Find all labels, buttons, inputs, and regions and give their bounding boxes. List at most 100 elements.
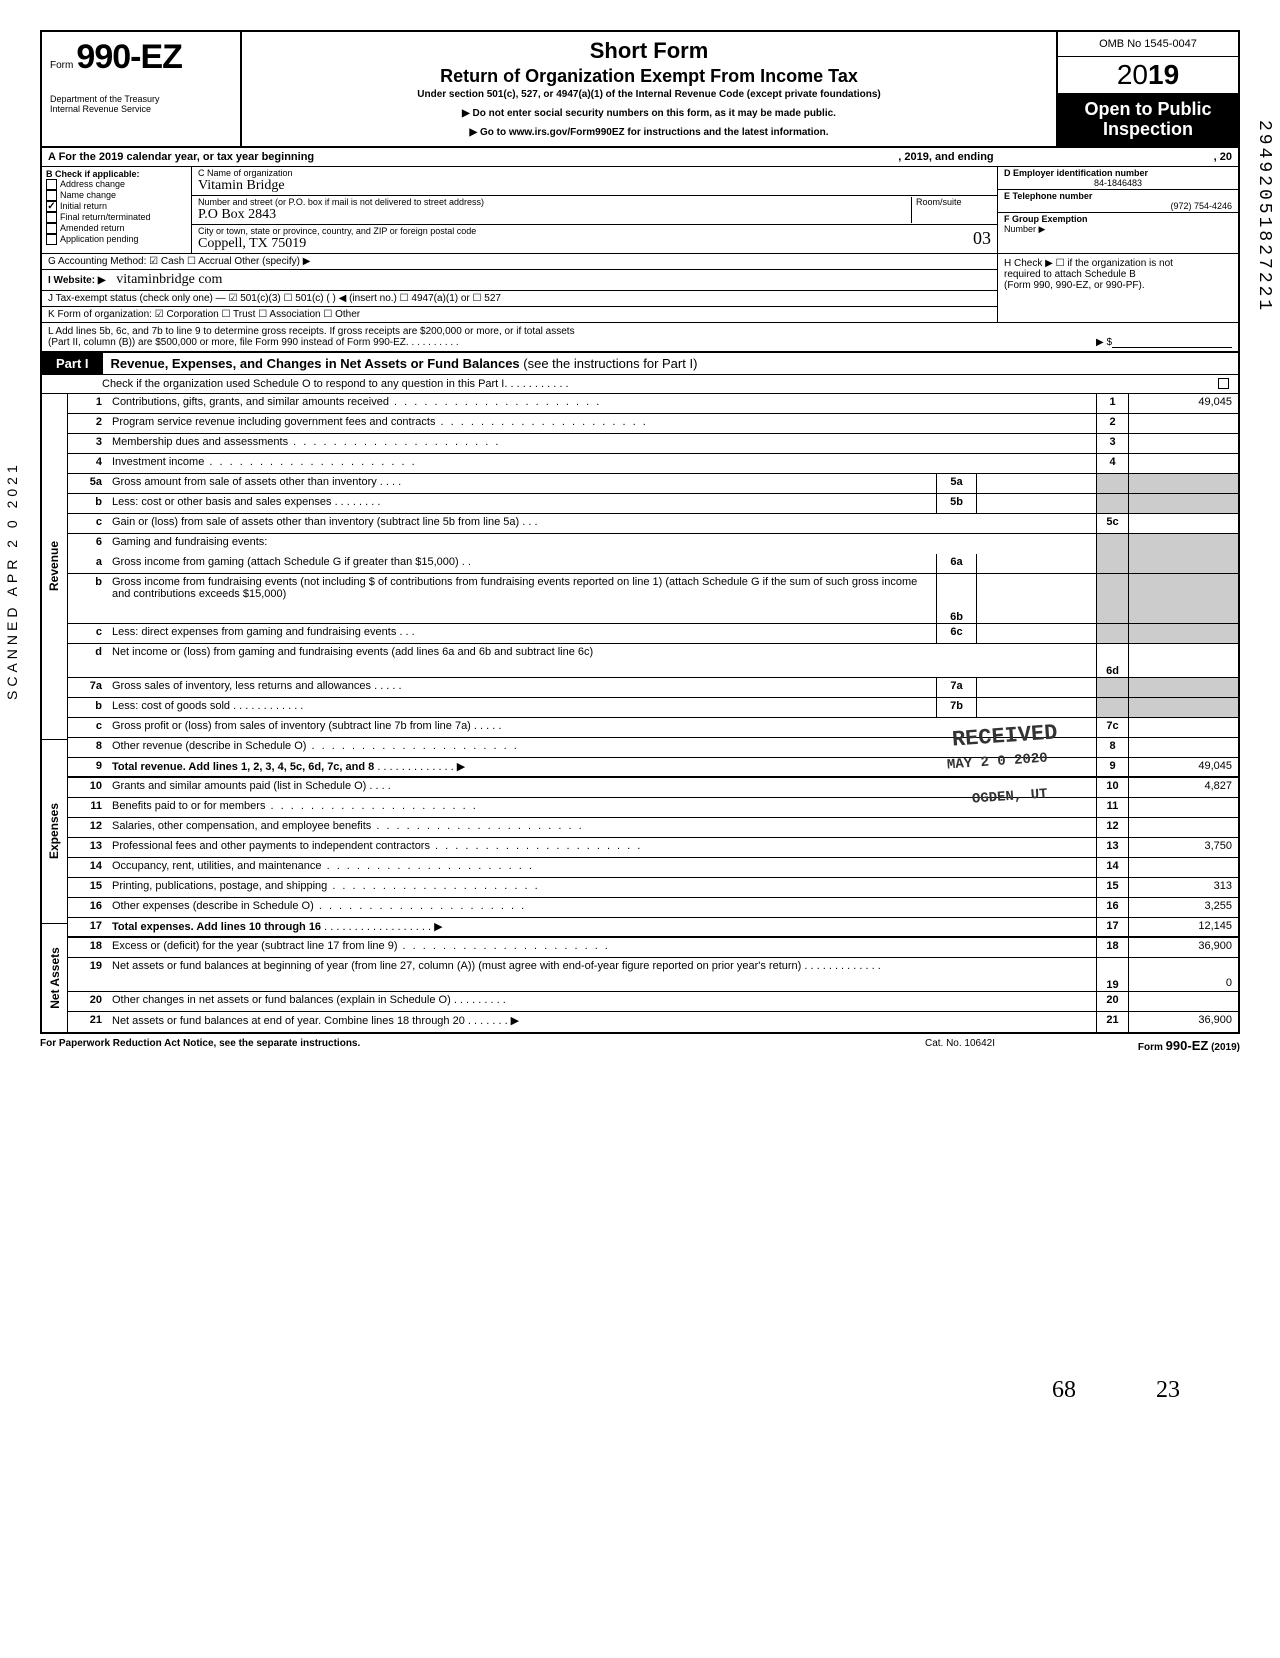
col-gijk: G Accounting Method: ☑ Cash ☐ Accrual Ot… — [42, 254, 998, 322]
line-19: 19Net assets or fund balances at beginni… — [68, 958, 1238, 992]
col-b: B Check if applicable: Address change Na… — [42, 167, 192, 253]
line-6: 6Gaming and fundraising events: — [68, 534, 1238, 554]
omb-cell: OMB No 1545-0047 2019 Open to Public Ins… — [1058, 32, 1238, 146]
form-prefix: Form — [50, 60, 73, 71]
chk-amended[interactable]: Amended return — [46, 223, 187, 234]
org-name: Vitamin Bridge — [198, 178, 991, 194]
chk-initial[interactable]: ✓Initial return — [46, 201, 187, 212]
line-21: 21Net assets or fund balances at end of … — [68, 1012, 1238, 1032]
phone-value: (972) 754-4246 — [1004, 201, 1232, 211]
city-label: City or town, state or province, country… — [198, 226, 991, 236]
room-label: Room/suite — [911, 197, 991, 223]
line-9: 9Total revenue. Add lines 1, 2, 3, 4, 5c… — [68, 758, 1238, 778]
part1-tab: Part I — [42, 353, 103, 374]
line-5b: bLess: cost or other basis and sales exp… — [68, 494, 1238, 514]
street-label: Number and street (or P.O. box if mail i… — [198, 197, 911, 207]
scanned-stamp: SCANNED APR 2 0 2021 — [4, 461, 20, 700]
row-l-amount — [1112, 337, 1232, 348]
check-o-text: Check if the organization used Schedule … — [102, 378, 504, 390]
line-6d: dNet income or (loss) from gaming and fu… — [68, 644, 1238, 678]
doc-number: 29492051827221 — [1254, 120, 1274, 313]
city-extra: 03 — [973, 228, 991, 249]
row-g: G Accounting Method: ☑ Cash ☐ Accrual Ot… — [42, 254, 997, 270]
omb-number: OMB No 1545-0047 — [1058, 32, 1238, 57]
row-k: K Form of organization: ☑ Corporation ☐ … — [42, 307, 997, 322]
footer-cat: Cat. No. 10642I — [860, 1038, 1060, 1053]
page-bottom-marks: 68 23 — [40, 1377, 1240, 1404]
c-name-label: C Name of organization — [198, 168, 991, 178]
row-l-sym: ▶ $ — [1096, 337, 1112, 348]
line-6a: aGross income from gaming (attach Schedu… — [68, 554, 1238, 574]
line-1: 1Contributions, gifts, grants, and simil… — [68, 394, 1238, 414]
side-expenses: Expenses — [48, 803, 62, 859]
h-line1: H Check ▶ ☐ if the organization is not — [1004, 258, 1232, 269]
side-revenue: Revenue — [48, 541, 62, 591]
chk-address[interactable]: Address change — [46, 179, 187, 190]
initials-a: 68 — [1052, 1377, 1076, 1404]
d-label: D Employer identification number — [1004, 168, 1232, 178]
c-street-row: Number and street (or P.O. box if mail i… — [192, 196, 997, 225]
line-2: 2Program service revenue including gover… — [68, 414, 1238, 434]
part1-title: Revenue, Expenses, and Changes in Net As… — [103, 356, 698, 371]
check-o-box[interactable] — [1218, 378, 1229, 389]
line-17: 17Total expenses. Add lines 10 through 1… — [68, 918, 1238, 938]
year-bold: 19 — [1148, 59, 1179, 90]
line-7c: cGross profit or (loss) from sales of in… — [68, 718, 1238, 738]
short-form-title: Short Form — [250, 38, 1048, 64]
arrow-line-1: ▶ Do not enter social security numbers o… — [250, 108, 1048, 119]
c-name-row: C Name of organization Vitamin Bridge — [192, 167, 997, 196]
lines-column: 1Contributions, gifts, grants, and simil… — [68, 394, 1238, 1032]
row-a-end: , 20 — [1214, 151, 1232, 163]
line-3: 3Membership dues and assessments3 — [68, 434, 1238, 454]
line-12: 12Salaries, other compensation, and empl… — [68, 818, 1238, 838]
part1-grid: Revenue Expenses Net Assets 1Contributio… — [42, 394, 1238, 1032]
chk-pending-label: Application pending — [60, 234, 139, 244]
line-11: 11Benefits paid to or for members11 — [68, 798, 1238, 818]
chk-final-label: Final return/terminated — [60, 212, 151, 222]
line-13: 13Professional fees and other payments t… — [68, 838, 1238, 858]
line-18: 18Excess or (deficit) for the year (subt… — [68, 938, 1238, 958]
line-6c: cLess: direct expenses from gaming and f… — [68, 624, 1238, 644]
year-prefix: 20 — [1117, 59, 1148, 90]
chk-final[interactable]: Final return/terminated — [46, 212, 187, 223]
ein-value: 84-1846483 — [1004, 178, 1232, 188]
row-a-label: A For the 2019 calendar year, or tax yea… — [48, 151, 314, 163]
line-7b: bLess: cost of goods sold . . . . . . . … — [68, 698, 1238, 718]
row-i-label: I Website: ▶ — [48, 275, 106, 286]
h-line2: required to attach Schedule B — [1004, 269, 1232, 280]
footer-left: For Paperwork Reduction Act Notice, see … — [40, 1038, 860, 1053]
row-j: J Tax-exempt status (check only one) — ☑… — [42, 291, 997, 307]
line-16: 16Other expenses (describe in Schedule O… — [68, 898, 1238, 918]
row-l-text1: L Add lines 5b, 6c, and 7b to line 9 to … — [48, 326, 1232, 337]
form-number-cell: Form 990-EZ Department of the Treasury I… — [42, 32, 242, 146]
h-line3: (Form 990, 990-EZ, or 990-PF). — [1004, 280, 1232, 291]
col-def: D Employer identification number 84-1846… — [998, 167, 1238, 253]
c-city-row: City or town, state or province, country… — [192, 225, 997, 253]
f-group: F Group Exemption Number ▶ — [998, 213, 1238, 236]
f-label: F Group Exemption — [1004, 214, 1088, 224]
chk-amended-label: Amended return — [60, 223, 125, 233]
line-20: 20Other changes in net assets or fund ba… — [68, 992, 1238, 1012]
chk-pending[interactable]: Application pending — [46, 234, 187, 245]
part1-check-o: Check if the organization used Schedule … — [42, 375, 1238, 394]
col-h: H Check ▶ ☐ if the organization is not r… — [998, 254, 1238, 322]
e-label: E Telephone number — [1004, 191, 1232, 201]
tax-year: 2019 — [1058, 57, 1238, 94]
row-ghijk: G Accounting Method: ☑ Cash ☐ Accrual Ot… — [42, 254, 1238, 323]
arrow-line-2: ▶ Go to www.irs.gov/Form990EZ for instru… — [250, 127, 1048, 138]
chk-name[interactable]: Name change — [46, 190, 187, 201]
website-value: vitaminbridge com — [116, 272, 222, 287]
chk-name-label: Name change — [60, 190, 116, 200]
form-number: 990-EZ — [76, 38, 182, 76]
line-5c: cGain or (loss) from sale of assets othe… — [68, 514, 1238, 534]
chk-initial-label: Initial return — [60, 201, 107, 211]
col-c: C Name of organization Vitamin Bridge Nu… — [192, 167, 998, 253]
line-5a: 5aGross amount from sale of assets other… — [68, 474, 1238, 494]
side-labels: Revenue Expenses Net Assets — [42, 394, 68, 1032]
line-15: 15Printing, publications, postage, and s… — [68, 878, 1238, 898]
subtitle: Under section 501(c), 527, or 4947(a)(1)… — [250, 89, 1048, 100]
initials-b: 23 — [1156, 1377, 1180, 1404]
row-l: L Add lines 5b, 6c, and 7b to line 9 to … — [42, 323, 1238, 353]
row-bcdef: B Check if applicable: Address change Na… — [42, 167, 1238, 254]
dept-treasury: Department of the Treasury Internal Reve… — [50, 95, 232, 115]
